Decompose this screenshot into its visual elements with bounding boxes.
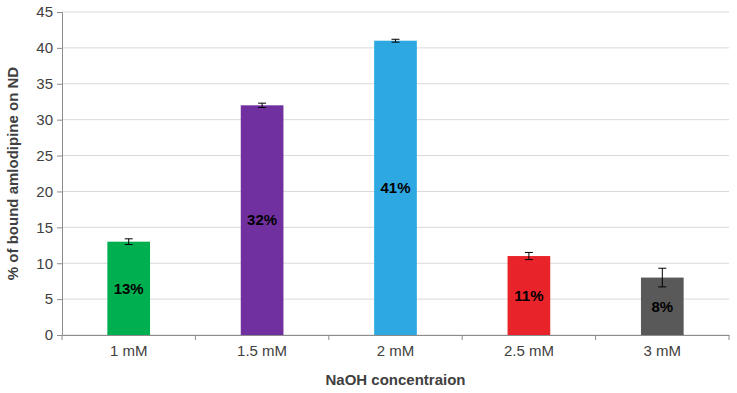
bar <box>107 242 150 335</box>
error-stem <box>128 239 129 245</box>
x-axis: 1 mM 1.5 mM 2 mM 2.5 mM 3 mM <box>62 335 730 359</box>
x-tick: 1 mM <box>110 335 148 359</box>
y-tick-mark <box>57 299 62 300</box>
data-label: 41% <box>380 179 410 196</box>
y-tick-label: 10 <box>36 255 53 272</box>
x-axis-line <box>63 335 730 336</box>
y-tick: 30 <box>36 111 62 128</box>
grid-line <box>62 12 729 13</box>
y-tick: 35 <box>36 75 62 92</box>
x-separators <box>62 335 729 340</box>
y-tick-label: 0 <box>45 326 53 343</box>
y-tick-mark <box>57 120 62 121</box>
x-tick-label: 3 mM <box>644 342 682 359</box>
y-axis-title: % of bound amlodipine on ND <box>4 67 21 280</box>
error-cap <box>125 238 133 239</box>
y-tick: 20 <box>36 183 62 200</box>
y-tick-label: 15 <box>36 219 53 236</box>
y-axis: 0 5 10 15 20 25 30 35 40 45 <box>36 3 62 343</box>
error-cap <box>125 244 133 245</box>
y-tick: 0 <box>45 326 62 343</box>
bar <box>241 105 284 335</box>
error-cap <box>392 42 400 43</box>
bar <box>508 256 551 335</box>
x-tick: 2.5 mM <box>504 335 554 359</box>
x-tick-label: 2 mM <box>377 342 415 359</box>
data-label: 32% <box>247 211 277 228</box>
x-separator <box>328 335 329 340</box>
x-tick-label: 1 mM <box>110 342 148 359</box>
data-label: 8% <box>651 298 673 315</box>
error-cap <box>258 107 266 108</box>
error-stem <box>662 268 663 287</box>
y-tick-label: 30 <box>36 111 53 128</box>
y-axis-line <box>57 13 63 336</box>
y-tick-label: 20 <box>36 183 53 200</box>
error-bar <box>125 239 133 245</box>
y-tick-mark <box>57 227 62 228</box>
y-tick-mark <box>57 156 62 157</box>
y-tick: 25 <box>36 147 62 164</box>
x-tick: 3 mM <box>644 335 682 359</box>
y-tick: 15 <box>36 219 62 236</box>
chart: 0 5 10 15 20 25 30 35 40 45 1 mM 1.5 mM 2 mM 2.5 mM 3 … <box>0 0 737 393</box>
y-tick-mark <box>57 84 62 85</box>
error-cap <box>525 252 533 253</box>
y-tick: 45 <box>36 3 62 20</box>
error-bar <box>525 252 533 259</box>
x-separator <box>462 335 463 340</box>
x-separator <box>62 335 63 340</box>
data-label: 13% <box>114 280 144 297</box>
x-axis-title: NaOH concentraion <box>325 371 465 388</box>
y-tick: 10 <box>36 255 62 272</box>
error-bar <box>658 268 666 287</box>
y-tick-mark <box>57 335 62 336</box>
data-label: 11% <box>514 287 543 304</box>
y-tick-label: 40 <box>36 39 53 56</box>
x-tick: 1.5 mM <box>237 335 287 359</box>
error-cap <box>392 39 400 40</box>
x-tick-label: 2.5 mM <box>504 342 554 359</box>
error-stem <box>262 103 263 107</box>
y-tick-label: 5 <box>45 290 53 307</box>
error-stem <box>528 252 529 259</box>
y-tick-mark <box>57 191 62 192</box>
error-bar <box>258 103 266 107</box>
y-tick-label: 25 <box>36 147 53 164</box>
y-tick-mark <box>57 263 62 264</box>
error-cap <box>525 259 533 260</box>
x-separator <box>729 335 730 340</box>
y-tick-label: 35 <box>36 75 53 92</box>
y-tick-mark <box>57 48 62 49</box>
data-labels: 13% 32% 41% 11% 8% <box>114 179 673 314</box>
bar <box>374 41 417 335</box>
x-separator <box>195 335 196 340</box>
plot: 0 5 10 15 20 25 30 35 40 45 1 mM 1.5 mM 2 mM 2.5 mM 3 … <box>36 3 729 358</box>
x-tick: 2 mM <box>377 335 415 359</box>
y-tick: 40 <box>36 39 62 56</box>
bars <box>107 39 683 335</box>
error-bar <box>392 39 400 42</box>
y-tick-mark <box>57 12 62 13</box>
x-separator <box>595 335 596 340</box>
error-cap <box>658 268 666 269</box>
x-tick-label: 1.5 mM <box>237 342 287 359</box>
y-tick: 5 <box>45 290 62 307</box>
y-tick-label: 45 <box>36 3 53 20</box>
error-cap <box>658 286 666 287</box>
error-cap <box>258 103 266 104</box>
grid <box>62 12 729 335</box>
